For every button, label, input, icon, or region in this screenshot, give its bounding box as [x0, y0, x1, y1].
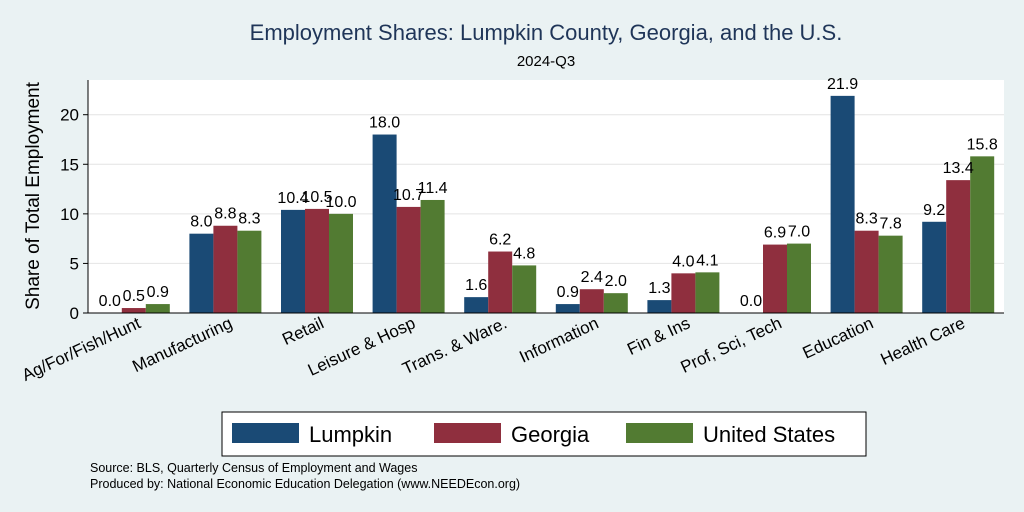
legend: Lumpkin Georgia United States [221, 411, 867, 457]
data-label: 6.9 [764, 225, 786, 242]
x-tick-label: Prof, Sci, Tech [678, 313, 785, 376]
bar [555, 304, 580, 313]
bar [695, 272, 720, 313]
data-label: 6.2 [489, 232, 511, 249]
data-labels: 0.0 0.5 0.98.0 8.8 8.310.410.510.018.010.711… [99, 76, 998, 310]
data-label: 15.8 [967, 136, 998, 153]
legend-label: Georgia [511, 422, 590, 447]
bar [189, 233, 214, 313]
data-label: 13.4 [943, 160, 974, 177]
x-tick-label: Fin & Ins [624, 313, 693, 359]
x-tick-label: Manufacturing [129, 313, 235, 376]
y-tick-label: 20 [60, 106, 79, 125]
data-label: 10.0 [325, 194, 356, 211]
y-tick-label: 5 [70, 254, 79, 273]
bar [464, 297, 489, 313]
legend-label: United States [703, 422, 835, 447]
data-label: 4.1 [696, 252, 718, 269]
legend-box [221, 411, 867, 457]
bar [878, 235, 903, 313]
bar [305, 208, 329, 313]
bar [329, 213, 353, 313]
bar [579, 289, 604, 313]
y-axis-title: Share of Total Employment [23, 81, 44, 309]
data-label: 7.0 [788, 224, 810, 241]
chart-title: Employment Shares: Lumpkin County, Georg… [250, 20, 843, 45]
data-label: 4.8 [513, 245, 535, 262]
x-tick-label: Information [516, 313, 601, 366]
data-label: 10.4 [277, 190, 308, 207]
bar [372, 134, 397, 313]
bar [237, 230, 262, 313]
produced-by-note: Produced by: National Economic Education… [90, 477, 520, 491]
data-label: 7.8 [879, 216, 901, 233]
bar [787, 243, 811, 313]
y-tick-label: 10 [60, 205, 79, 224]
data-label: 1.6 [465, 277, 487, 294]
data-label: 8.0 [190, 214, 212, 231]
data-label: 4.0 [672, 253, 694, 270]
bar [603, 293, 628, 313]
bar [854, 230, 879, 313]
bar [946, 180, 971, 313]
data-label: 10.5 [301, 189, 332, 206]
data-label: 0.9 [557, 284, 579, 301]
x-tick-label: Trans. & Ware. [399, 313, 509, 378]
legend-label: Lumpkin [309, 422, 392, 447]
data-label: 0.9 [147, 284, 169, 301]
data-label: 0.0 [99, 293, 121, 310]
data-label: 8.3 [238, 211, 260, 228]
bar [213, 225, 238, 313]
x-tick-label: Education [800, 313, 877, 362]
y-axis-ticks: 0 5 10 15 20 [60, 106, 88, 323]
data-label: 11.4 [418, 180, 448, 197]
bar [281, 209, 305, 313]
bar [922, 221, 947, 313]
data-label: 1.3 [648, 280, 670, 297]
data-label: 0.5 [123, 288, 145, 305]
bar [121, 308, 146, 313]
data-label: 10.7 [393, 187, 424, 204]
y-tick-label: 0 [70, 304, 79, 323]
bars [121, 95, 995, 313]
bar [396, 206, 421, 313]
x-tick-label: Retail [279, 313, 326, 349]
legend-swatch [626, 423, 693, 443]
bar [970, 156, 995, 313]
data-label: 8.3 [855, 211, 877, 228]
data-label: 2.4 [581, 269, 603, 286]
bar [647, 300, 672, 313]
bar [763, 244, 787, 313]
x-tick-label: Health Care [878, 313, 968, 369]
data-label: 8.8 [214, 206, 236, 223]
bar [420, 199, 445, 313]
source-note: Source: BLS, Quarterly Census of Employm… [90, 461, 417, 475]
data-label: 9.2 [923, 202, 945, 219]
chart-subtitle: 2024-Q3 [517, 53, 575, 70]
data-label: 0.0 [740, 293, 762, 310]
bar [671, 273, 696, 313]
bar [830, 95, 855, 313]
y-tick-label: 15 [60, 155, 79, 174]
legend-swatch [434, 423, 501, 443]
x-tick-label: Ag/For/Fish/Hunt [19, 313, 144, 385]
bar [145, 304, 170, 313]
bar [488, 251, 513, 313]
data-label: 18.0 [369, 115, 400, 132]
legend-swatch [232, 423, 299, 443]
data-label: 21.9 [827, 76, 858, 93]
bar [512, 265, 537, 313]
data-label: 2.0 [605, 273, 627, 290]
